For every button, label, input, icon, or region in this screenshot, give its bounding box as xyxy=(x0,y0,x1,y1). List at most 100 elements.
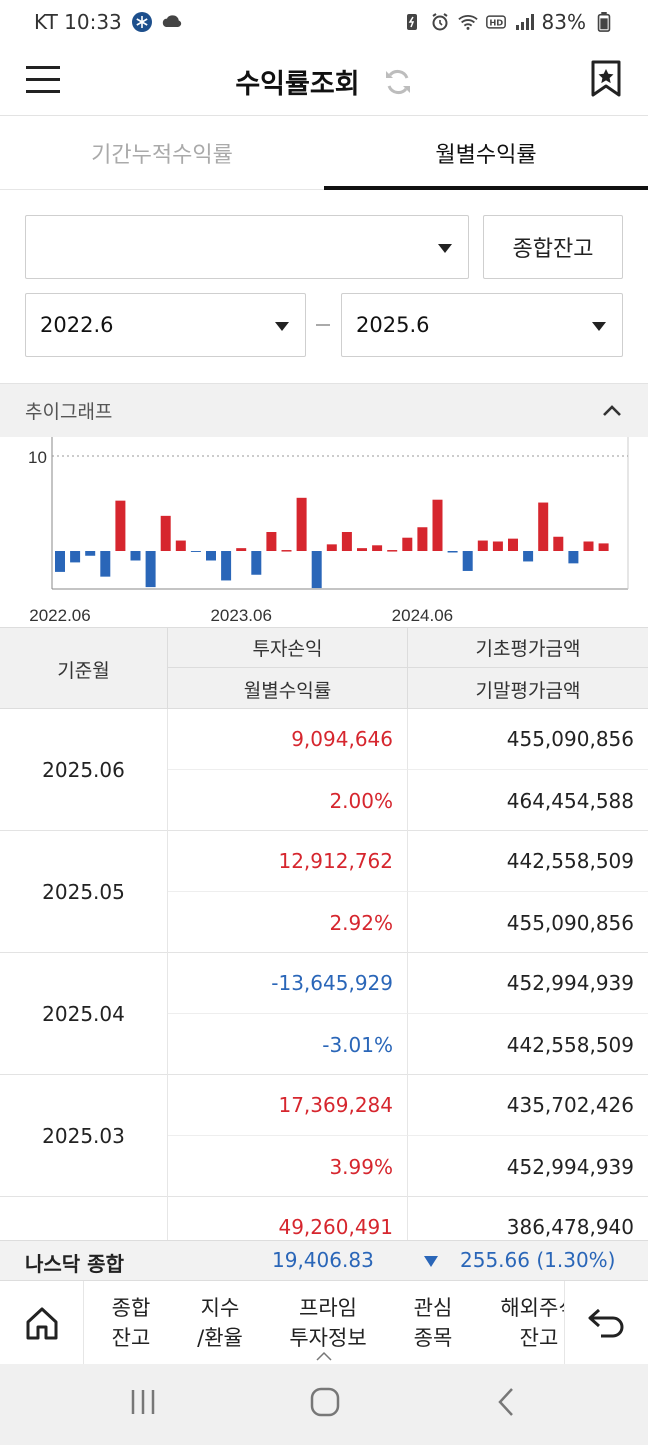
nav-label-line2: /환율 xyxy=(197,1326,243,1350)
row-begin-amount: 452,994,939 xyxy=(408,953,648,1014)
trend-chart: 10 2022.06 2023.06 2024.06 xyxy=(0,437,648,627)
table-row[interactable]: 2025.04 -13,645,929 -3.01% 452,994,939 4… xyxy=(0,953,648,1075)
nav-label-line1: 관심 xyxy=(413,1296,453,1320)
recent-apps-icon[interactable] xyxy=(128,1386,158,1418)
signal-icon xyxy=(515,14,534,30)
end-date-select[interactable]: 2025.6 xyxy=(341,293,623,357)
chart-bar xyxy=(583,541,594,551)
status-bar: KT 10:33 HD 83% xyxy=(0,0,648,44)
chart-bar xyxy=(417,527,428,551)
tab-monthly-return[interactable]: 월별수익률 xyxy=(324,116,648,190)
header-monthly-return: 월별수익률 xyxy=(168,668,408,710)
chart-bar xyxy=(145,551,156,588)
chart-bar xyxy=(206,551,216,561)
home-circle-icon[interactable] xyxy=(309,1386,341,1418)
chart-bar xyxy=(553,536,564,551)
table-row[interactable]: 49,260,491 386,478,940 xyxy=(0,1197,648,1240)
table-header: 기준월 투자손익 월별수익률 기초평가금액 기말평가금액 xyxy=(0,627,648,710)
down-arrow-icon xyxy=(424,1256,438,1267)
tab-cumulative-return[interactable]: 기간누적수익률 xyxy=(91,142,233,168)
refresh-icon[interactable] xyxy=(383,67,413,97)
app-header: 수익률조회 xyxy=(0,44,648,116)
chart-bar xyxy=(85,551,96,556)
chart-bar xyxy=(251,551,262,575)
chart-section-title: 추이그래프 xyxy=(25,401,113,423)
chart-bar xyxy=(326,544,337,551)
system-back-icon[interactable] xyxy=(494,1386,518,1418)
title-area: 수익률조회 xyxy=(0,62,648,101)
chart-bar xyxy=(372,545,383,551)
bookmark-star-icon[interactable] xyxy=(590,60,622,98)
nav-index-exchange[interactable]: 지수 /환율 xyxy=(188,1293,252,1353)
row-rate: 3.99% xyxy=(168,1136,408,1197)
trend-chart-svg: 10 2022.06 2023.06 2024.06 xyxy=(28,437,629,625)
chart-bar xyxy=(402,537,413,551)
row-profit: 17,369,284 xyxy=(168,1075,408,1136)
index-ticker[interactable]: 나스닥 종합 19,406.83 255.66 (1.30%) xyxy=(0,1240,648,1280)
snowflake-app-icon xyxy=(131,12,152,32)
row-rate: 2.00% xyxy=(168,770,408,831)
ticker-change: 255.66 (1.30%) xyxy=(460,1248,616,1272)
carrier-time: KT 10:33 xyxy=(34,10,122,34)
chat-cloud-icon xyxy=(162,15,181,27)
chevron-down-icon xyxy=(592,322,606,331)
header-month: 기준월 xyxy=(0,628,168,710)
chart-bar xyxy=(130,551,141,561)
table-row[interactable]: 2025.06 9,094,646 2.00% 455,090,856 464,… xyxy=(0,709,648,831)
x-tick-label: 2022.06 xyxy=(29,606,90,625)
chart-bar xyxy=(447,551,458,553)
back-button[interactable] xyxy=(564,1281,648,1365)
chart-bar xyxy=(341,532,352,551)
start-date-value: 2022.6 xyxy=(40,313,114,337)
nav-summary-balance[interactable]: 종합 잔고 xyxy=(106,1293,156,1353)
ticker-value: 19,406.83 xyxy=(272,1248,374,1272)
chart-bar xyxy=(387,550,398,552)
nav-label-line1: 종합 xyxy=(111,1296,151,1320)
nav-label-line2: 잔고 xyxy=(111,1326,151,1350)
header-begin-amount: 기초평가금액 xyxy=(408,628,648,668)
x-tick-label: 2024.06 xyxy=(392,606,453,625)
ticker-name: 나스닥 종합 xyxy=(25,1252,124,1276)
row-month xyxy=(0,1197,168,1240)
row-begin-amount: 435,702,426 xyxy=(408,1075,648,1136)
chart-bar xyxy=(296,497,307,551)
chevron-up-icon[interactable] xyxy=(316,1351,332,1361)
chevron-up-icon[interactable] xyxy=(602,404,622,418)
row-begin-amount: 455,090,856 xyxy=(408,709,648,770)
chart-bar xyxy=(55,551,65,572)
chart-bar xyxy=(357,548,367,551)
start-date-select[interactable]: 2022.6 xyxy=(25,293,306,357)
chart-bar xyxy=(190,551,201,552)
battery-percent: 83% xyxy=(541,10,586,34)
chart-bar xyxy=(70,551,81,563)
row-rate: -3.01% xyxy=(168,1014,408,1075)
nav-watchlist[interactable]: 관심 종목 xyxy=(408,1293,458,1353)
chart-bar xyxy=(568,551,579,564)
nav-prime-info[interactable]: 프라임 투자정보 xyxy=(282,1293,374,1353)
chart-bar xyxy=(281,550,292,552)
chart-bar xyxy=(311,551,322,589)
row-begin-amount: 386,478,940 xyxy=(408,1197,648,1240)
battery-charging-icon xyxy=(597,12,611,32)
account-select[interactable] xyxy=(25,215,469,279)
table-row[interactable]: 2025.03 17,369,284 3.99% 435,702,426 452… xyxy=(0,1075,648,1197)
row-profit: 12,912,762 xyxy=(168,831,408,892)
nav-label-line2: 투자정보 xyxy=(289,1326,367,1350)
svg-text:HD: HD xyxy=(489,18,503,28)
chart-section-header[interactable]: 추이그래프 xyxy=(0,383,648,437)
chart-bar xyxy=(160,515,171,551)
header-end-amount: 기말평가금액 xyxy=(475,679,581,702)
menu-icon[interactable] xyxy=(26,66,60,94)
row-end-amount: 455,090,856 xyxy=(506,910,634,935)
home-button[interactable] xyxy=(0,1281,84,1365)
row-end-amount: 442,558,509 xyxy=(506,1032,634,1057)
row-begin-amount: 442,558,509 xyxy=(408,831,648,892)
summary-balance-button[interactable]: 종합잔고 xyxy=(483,215,623,279)
row-month: 2025.06 xyxy=(0,709,168,831)
end-date-value: 2025.6 xyxy=(356,313,430,337)
row-rate: 2.92% xyxy=(168,892,408,953)
table-row[interactable]: 2025.05 12,912,762 2.92% 442,558,509 455… xyxy=(0,831,648,953)
system-nav-bar xyxy=(0,1364,648,1445)
row-profit: -13,645,929 xyxy=(168,953,408,1014)
chart-bar xyxy=(523,551,534,562)
